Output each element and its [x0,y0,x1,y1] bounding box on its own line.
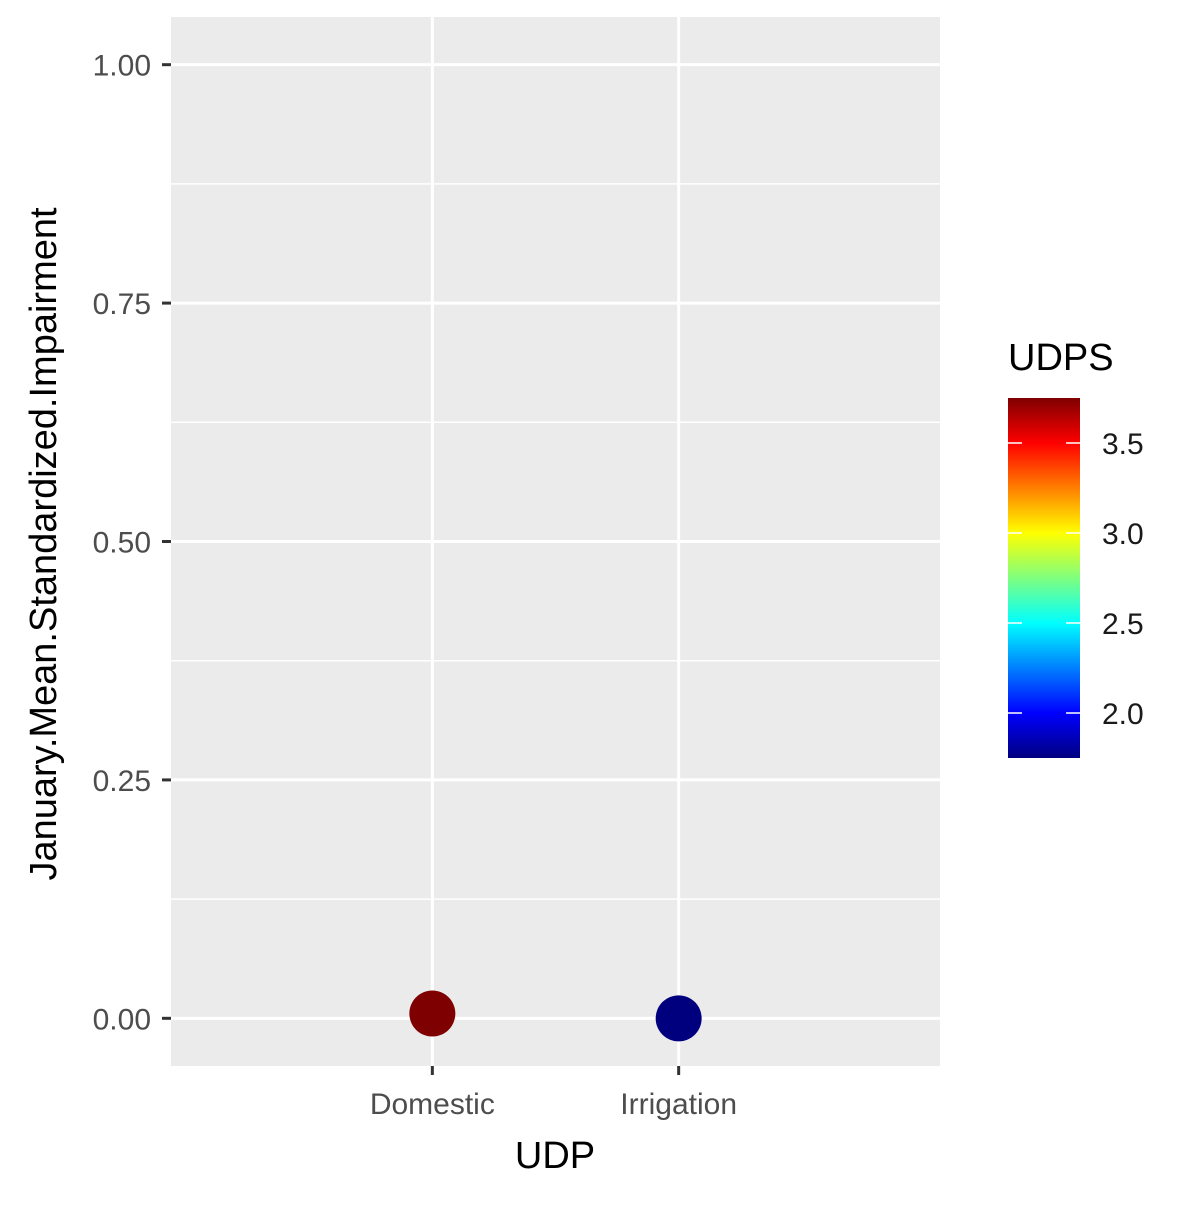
x-tick-label: Domestic [370,1088,495,1121]
colorbar-tick-label: 2.0 [1102,698,1144,731]
colorbar [1008,398,1080,758]
y-tick-label: 0.00 [93,1003,151,1036]
y-tick-label: 0.25 [93,765,151,798]
data-points [409,990,702,1042]
colorbar-tick-label: 3.5 [1102,428,1144,461]
colorbar-tick-label: 2.5 [1102,608,1144,641]
y-axis-ticks: 0.00 0.25 0.50 0.75 1.00 [93,50,171,1036]
y-axis-title: January.Mean.Standardized.Impairment [23,207,65,881]
colorbar-ticks: 2.0 2.5 3.0 3.5 [1008,428,1144,731]
minor-gridlines [171,183,940,900]
x-tick-label: Irrigation [620,1088,737,1121]
major-gridlines [171,17,940,1066]
y-tick-label: 0.75 [93,288,151,321]
y-tick-label: 0.50 [93,527,151,560]
data-point [409,990,456,1037]
colorbar-tick-label: 3.0 [1102,518,1144,551]
y-tick-label: 1.00 [93,50,151,83]
x-axis-title: UDP [515,1135,595,1177]
x-axis-ticks: Domestic Irrigation [370,1066,737,1121]
legend-title: UDPS [1008,337,1114,379]
data-point [655,995,702,1042]
